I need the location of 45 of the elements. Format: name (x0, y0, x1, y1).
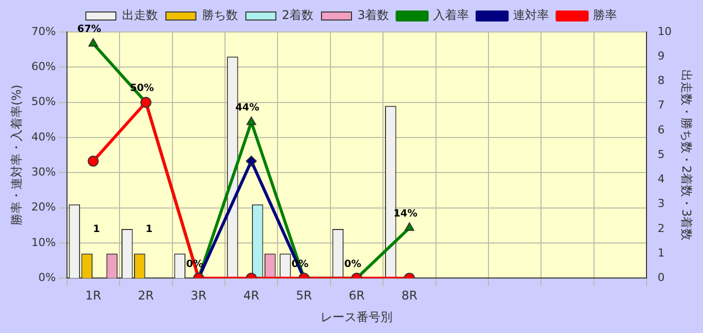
point (140, 96, 152, 108)
legend-label: 出走数 (122, 8, 158, 22)
y-axis-title: 勝率・連対率・入着率(%) (9, 84, 24, 226)
y2-tick-label: 5 (658, 148, 665, 161)
legend-label: 3着数 (358, 8, 390, 22)
x-tick-label: 8R (401, 288, 418, 303)
x-axis-title: レース番号別 (320, 310, 393, 324)
y2-tick-label: 6 (658, 123, 665, 136)
data-label: 1 (146, 224, 153, 236)
legend-label: 勝ち数 (202, 8, 238, 22)
legend-label: 勝率 (593, 8, 618, 22)
y2-axis-title: 出走数・勝ち数・2着数・3着数 (680, 69, 694, 241)
legend-label: 2着数 (282, 8, 314, 22)
y2-tick-label: 3 (658, 197, 665, 210)
data-label: 67% (77, 24, 102, 36)
y-tick-label: 60% (31, 60, 56, 74)
x-tick-label: 4R (243, 288, 260, 303)
y-tick-label: 20% (31, 200, 56, 214)
y-tick-label: 0% (38, 271, 56, 284)
data-label: 0% (344, 258, 362, 270)
y2-tick-label: 7 (658, 98, 665, 112)
y-tick-label: 10% (31, 236, 56, 249)
point (88, 156, 99, 167)
y2-tick-label: 4 (658, 172, 665, 186)
legend-label: 連対率 (513, 8, 550, 22)
point (246, 156, 257, 167)
x-tick-label: 2R (138, 288, 154, 303)
y2-tick-label: 9 (658, 49, 665, 62)
y2-tick-label: 10 (658, 24, 672, 38)
y2-tick-label: 2 (658, 222, 665, 235)
data-label: 1 (92, 224, 100, 236)
y-tick-label: 50% (31, 95, 56, 108)
x-tick-label: 6R (348, 288, 365, 303)
x-tick-label: 1R (85, 288, 102, 303)
point (246, 116, 256, 126)
y2-tick-label: 0 (658, 271, 665, 284)
y2-tick-label: 1 (658, 246, 665, 260)
legend-label: 入着率 (433, 8, 470, 22)
y-tick-label: 70% (31, 24, 56, 38)
y-tick-label: 40% (31, 130, 56, 144)
x-tick-label: 5R (296, 288, 312, 303)
x-tick-label: 3R (190, 288, 207, 303)
point (404, 222, 414, 231)
y2-tick-label: 8 (658, 74, 665, 88)
y-tick-label: 30% (31, 166, 56, 179)
